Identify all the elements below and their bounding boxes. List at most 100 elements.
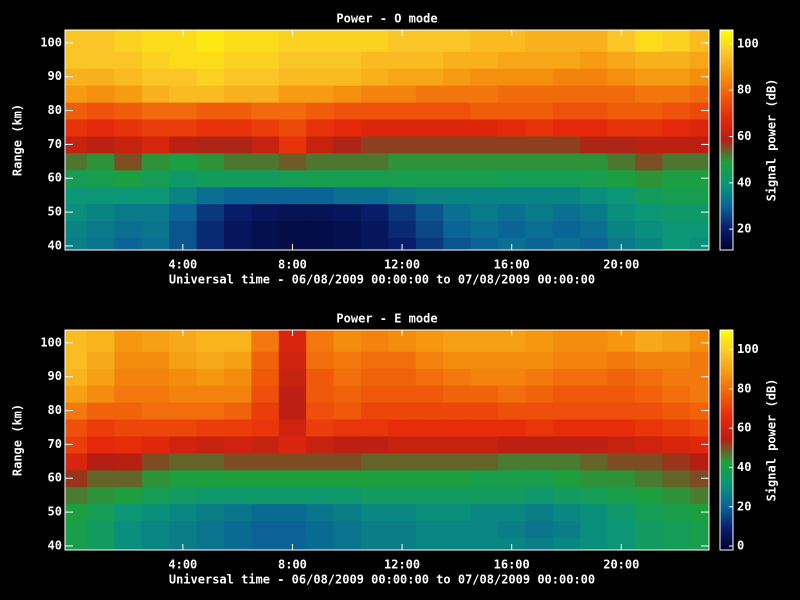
- heatmap-cell: [333, 152, 362, 171]
- heatmap-cell: [470, 469, 499, 488]
- heatmap-cell: [552, 503, 581, 522]
- heatmap-cell: [525, 237, 554, 251]
- y-tick-label: 70: [48, 137, 62, 151]
- heatmap-cell: [360, 469, 389, 488]
- heatmap-cell: [388, 486, 417, 505]
- heatmap-cell: [689, 452, 710, 471]
- heatmap-cell: [635, 30, 663, 52]
- heatmap-cell: [607, 68, 636, 86]
- heatmap-cell: [689, 186, 710, 205]
- heatmap-cell: [525, 186, 554, 205]
- heatmap-cell: [497, 186, 526, 205]
- heatmap-cell: [470, 452, 499, 471]
- heatmap-cell: [525, 203, 554, 222]
- heatmap-cell: [114, 85, 143, 103]
- heatmap-cell: [251, 68, 280, 86]
- heatmap-cell: [333, 119, 362, 137]
- heatmap-cell: [86, 385, 115, 403]
- heatmap-cell: [333, 503, 362, 522]
- heatmap-cell: [65, 237, 88, 251]
- heatmap-cell: [580, 520, 609, 538]
- heatmap-cell: [662, 30, 691, 52]
- heatmap-cell: [223, 368, 252, 386]
- heatmap-cell: [169, 51, 198, 69]
- heatmap-cell: [306, 537, 335, 551]
- heatmap-cell: [223, 469, 252, 488]
- heatmap-cell: [114, 385, 143, 403]
- heatmap-cell: [306, 68, 335, 86]
- y-tick-label: 50: [48, 205, 62, 219]
- heatmap-cell: [580, 68, 609, 86]
- heatmap-cell: [525, 452, 554, 471]
- heatmap-cell: [497, 385, 526, 403]
- heatmap-cell: [552, 135, 581, 154]
- heatmap-cell: [689, 503, 710, 522]
- heatmap-cell: [607, 385, 636, 403]
- heatmap-cell: [196, 452, 225, 471]
- heatmap-cell: [662, 220, 691, 238]
- heatmap-cell: [306, 237, 335, 251]
- heatmap-cell: [607, 368, 636, 386]
- heatmap-cell: [251, 452, 280, 471]
- y-tick-label: 80: [48, 403, 62, 417]
- heatmap-cell: [635, 220, 663, 238]
- heatmap-cell: [607, 152, 636, 171]
- heatmap-cell: [443, 435, 472, 454]
- heatmap-cell: [333, 537, 362, 551]
- heatmap-cell: [86, 119, 115, 137]
- heatmap-cell: [114, 220, 143, 238]
- heatmap-cell: [278, 435, 307, 454]
- heatmap-cell: [251, 152, 280, 171]
- heatmap-cell: [333, 469, 362, 488]
- heatmap-cell: [196, 368, 225, 386]
- heatmap-cell: [141, 537, 170, 551]
- colorbar-tick-label: 40: [737, 460, 751, 474]
- heatmap-cell: [552, 435, 581, 454]
- heatmap-cell: [141, 469, 170, 488]
- heatmap-cell: [196, 520, 225, 538]
- heatmap-cell: [169, 102, 198, 120]
- heatmap-cell: [196, 51, 225, 69]
- heatmap-cell: [470, 351, 499, 369]
- heatmap-cell: [662, 330, 691, 352]
- heatmap-cell: [141, 520, 170, 538]
- heatmap-cell: [141, 68, 170, 86]
- heatmap-cell: [223, 520, 252, 538]
- heatmap-cell: [525, 51, 554, 69]
- heatmap-cell: [114, 68, 143, 86]
- heatmap-cell: [497, 30, 526, 52]
- heatmap-cell: [360, 537, 389, 551]
- heatmap-cell: [223, 85, 252, 103]
- heatmap-cell: [278, 486, 307, 505]
- heatmap-cell: [223, 51, 252, 69]
- heatmap-cell: [65, 186, 88, 205]
- heatmap-cell: [169, 30, 198, 52]
- heatmap-cell: [223, 419, 252, 437]
- heatmap-cell: [580, 169, 609, 188]
- heatmap-cell: [470, 537, 499, 551]
- heatmap-cell: [333, 486, 362, 505]
- heatmap-cell: [306, 330, 335, 352]
- heatmap-cell: [415, 503, 444, 522]
- heatmap-cell: [306, 186, 335, 205]
- heatmap-cell: [251, 503, 280, 522]
- heatmap-cell: [580, 435, 609, 454]
- heatmap-cell: [443, 203, 472, 222]
- heatmap-cell: [607, 452, 636, 471]
- heatmap-cell: [662, 237, 691, 251]
- heatmap-cell: [388, 385, 417, 403]
- heatmap-cell: [443, 85, 472, 103]
- heatmap-cell: [278, 385, 307, 403]
- heatmap-cell: [278, 68, 307, 86]
- heatmap-cell: [169, 469, 198, 488]
- heatmap-cell: [169, 452, 198, 471]
- heatmap-cell: [662, 537, 691, 551]
- heatmap-cell: [65, 486, 88, 505]
- heatmap-cell: [635, 435, 663, 454]
- heatmap-cell: [388, 330, 417, 352]
- heatmap-cell: [86, 351, 115, 369]
- heatmap-cell: [443, 135, 472, 154]
- heatmap-cell: [360, 402, 389, 420]
- heatmap-cell: [497, 68, 526, 86]
